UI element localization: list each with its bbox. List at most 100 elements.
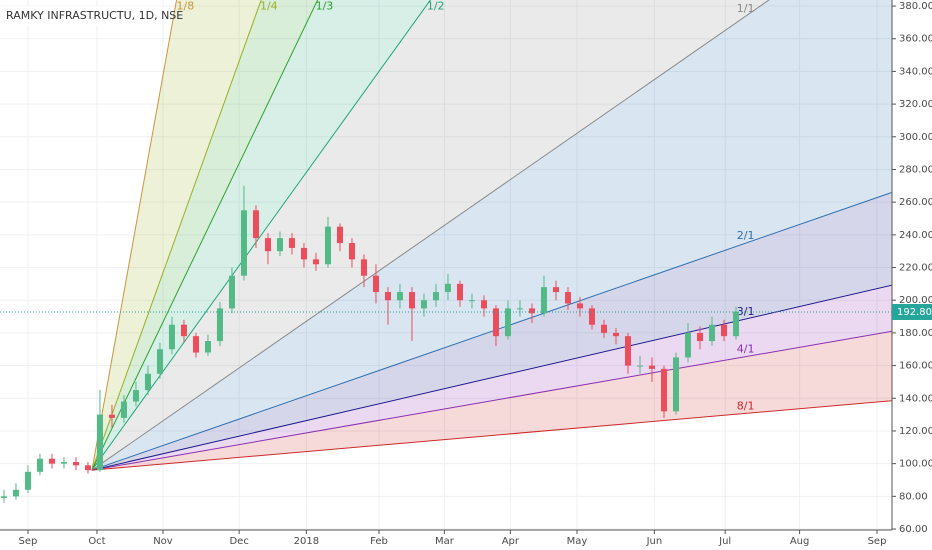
y-tick-label: 360.00 (899, 34, 932, 45)
candle-body (612, 332, 619, 337)
fan-label: 3/1 (737, 305, 755, 318)
candle-body (360, 259, 367, 276)
y-tick-label: 320.00 (899, 99, 932, 110)
candle-body (624, 336, 631, 366)
x-tick-label: Feb (370, 536, 388, 547)
candle-body (540, 287, 547, 314)
x-tick-label: 2018 (294, 536, 319, 547)
chart-title: RAMKY INFRASTRUCTU, 1D, NSE (6, 9, 183, 22)
candle-body (684, 332, 691, 358)
candle-body (60, 462, 67, 464)
candle-body (276, 238, 283, 252)
y-tick-label: 300.00 (899, 132, 932, 143)
y-tick-label: 220.00 (899, 263, 932, 274)
fan-label: 1/3 (316, 0, 334, 13)
y-tick-label: 80.00 (899, 491, 928, 502)
title-bg (2, 6, 162, 26)
candle-body (108, 414, 115, 418)
candle-body (648, 365, 655, 369)
y-tick-label: 380.00 (899, 1, 932, 12)
candle-body (228, 275, 235, 309)
candle-body (72, 462, 79, 466)
candle-body (492, 308, 499, 337)
candles (0, 185, 892, 503)
candle-body (504, 308, 511, 337)
candle-body (480, 300, 487, 309)
candle-body (240, 210, 247, 276)
candle-body (0, 496, 7, 498)
fan-zone (91, 0, 892, 471)
candle-body (372, 275, 379, 293)
candle-body (12, 489, 19, 497)
candle-body (444, 283, 451, 293)
candle-body (672, 357, 679, 412)
candle-body (396, 292, 403, 301)
candle-body (48, 458, 55, 464)
candle-body (168, 324, 175, 350)
y-tick-label: 340.00 (899, 66, 932, 77)
candle-body (708, 324, 715, 342)
candle-body (732, 311, 739, 337)
candle-body (432, 292, 439, 301)
candle-body (84, 465, 91, 471)
candle-body (312, 259, 319, 265)
x-tick-label: Nov (153, 536, 173, 547)
candle-body (288, 238, 295, 248)
candle-body (24, 471, 31, 490)
y-axis-bg (892, 0, 932, 550)
y-tick-label: 200.00 (899, 295, 932, 306)
x-tick-label: Dec (229, 536, 248, 547)
last-price-label: 192.80 (897, 307, 932, 318)
candle-body (180, 324, 187, 337)
gann-fan: 1/8 1/4 1/3 1/2 1/1 2/1 3/1 4/1 8/1 (91, 0, 892, 471)
candle-body (516, 308, 523, 310)
grid-layer (0, 0, 892, 530)
fan-label: 1/2 (427, 0, 445, 13)
y-tick-label: 280.00 (899, 164, 932, 175)
candle-body (564, 292, 571, 304)
y-tick-label: 140.00 (899, 393, 932, 404)
candle-body (264, 238, 271, 252)
candle-body (384, 292, 391, 301)
candle-body (216, 308, 223, 342)
candle-body (96, 414, 103, 471)
candle-body (132, 390, 139, 402)
candle-body (156, 349, 163, 374)
candle-body (336, 226, 343, 244)
y-tick-label: 240.00 (899, 230, 932, 241)
y-tick-label: 260.00 (899, 197, 932, 208)
x-tick-label: Sep (868, 536, 887, 547)
candle-body (192, 336, 199, 353)
candle-body (420, 300, 427, 309)
candle-body (408, 292, 415, 309)
candle-body (36, 458, 43, 472)
x-tick-label: May (567, 536, 588, 547)
candle-body (588, 308, 595, 325)
x-tick-label: Apr (502, 536, 520, 547)
candle-body (252, 210, 259, 239)
candle-body (348, 243, 355, 260)
candle-body (636, 365, 643, 367)
candle-body (696, 332, 703, 342)
candle-body (204, 341, 211, 353)
x-tick-label: Jul (718, 536, 731, 547)
candle-body (600, 324, 607, 333)
x-tick-label: Aug (790, 536, 810, 547)
candle-body (576, 303, 583, 309)
candle-body (720, 324, 727, 337)
y-tick-label: 120.00 (899, 426, 932, 437)
fan-label: 4/1 (737, 343, 755, 356)
fan-label: 8/1 (737, 399, 755, 412)
y-tick-label: 60.00 (899, 524, 928, 535)
y-tick-label: 100.00 (899, 459, 932, 470)
fan-label: 2/1 (737, 229, 755, 242)
x-tick-label: Jun (646, 536, 663, 547)
candle-body (324, 226, 331, 265)
fan-label: 1/8 (177, 0, 195, 13)
candle-body (120, 401, 127, 418)
candle-body (468, 300, 475, 302)
candle-body (660, 368, 667, 412)
candle-body (144, 373, 151, 391)
